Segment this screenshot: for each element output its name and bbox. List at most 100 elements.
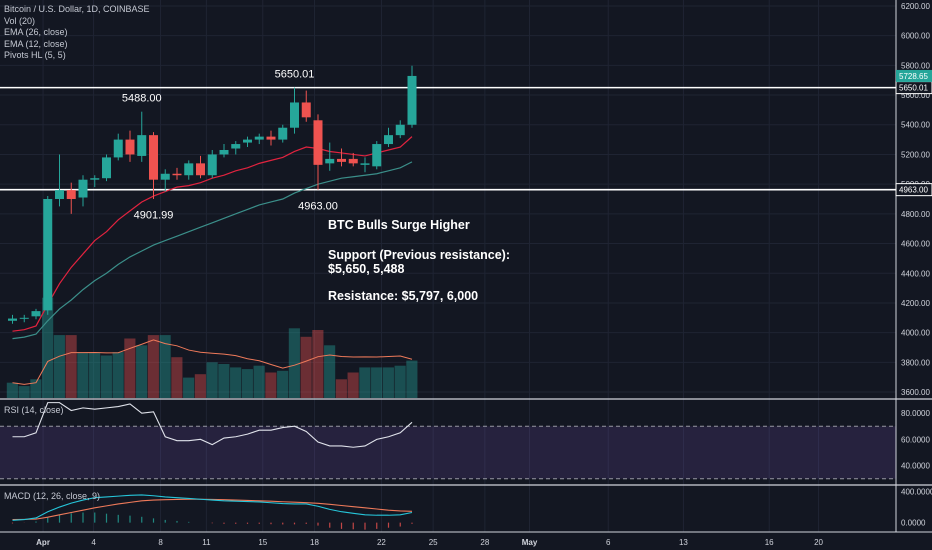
rsi-line [12,402,413,448]
rsi-tick-label: 80.0000 [901,409,930,418]
volume-bar [136,345,148,398]
price-tick-label: 3800.00 [901,358,930,367]
volume-bar [359,367,371,398]
time-tick-label: Apr [36,538,50,547]
level-axis-label: 5650.01 [899,84,928,93]
candle-body [55,190,64,199]
candle-body [290,102,299,128]
candle [172,167,182,180]
time-tick-label: 11 [202,538,211,547]
candle [266,130,276,146]
volume-bar [265,372,277,398]
candle-body [160,173,170,180]
volume-bar [100,355,112,398]
candle-body [278,127,288,140]
candle [137,111,147,162]
candle [219,144,229,158]
candle [184,160,194,180]
price-tick-label: 5600.00 [901,91,930,100]
candle-body [219,149,229,155]
price-tick-label: 6000.00 [901,32,930,41]
candle-body [372,144,382,167]
volume-bar [394,365,406,398]
macd-tick-label: 0.0000 [901,519,926,528]
candle [313,114,323,190]
volume-bar [277,370,289,398]
time-tick-label: 18 [310,538,319,547]
last-price-label: 5728.65 [899,72,928,81]
candle-body [149,135,158,180]
pivot-label: 4901.99 [134,210,174,222]
candle-body [113,139,123,158]
grid [0,0,896,532]
price-tick-label: 6200.00 [901,2,930,11]
candle [290,87,299,134]
candle-body [184,163,194,176]
candle-body [19,317,29,319]
rsi-tick-label: 40.0000 [901,462,930,471]
volume-bar [65,335,77,398]
candle-body [172,173,182,176]
pivot-label: 5650.01 [275,69,315,81]
candle [102,154,111,182]
candle-body [196,163,205,176]
volume-bar [324,345,336,398]
candle [196,155,205,179]
price-tick-label: 5400.00 [901,121,930,130]
candle-body [43,199,53,311]
candle [231,141,241,155]
time-tick-label: 4 [91,538,96,547]
candle-body [266,136,276,140]
volume-bar [159,335,171,398]
macd-tick-label: 400.0000 [901,487,932,496]
candle-body [313,120,323,165]
candle-body [395,124,405,136]
candle-body [31,311,41,317]
candle [278,124,288,143]
annotation-support-values: $5,650, 5,488 [328,262,405,276]
price-tick-label: 5200.00 [901,150,930,159]
candle [113,133,123,161]
volume-bar [371,367,383,398]
price-tick-label: 4800.00 [901,210,930,219]
price-tick-label: 3600.00 [901,388,930,397]
candle [160,169,170,192]
candle [384,127,393,148]
candle [360,157,370,173]
candle [395,120,405,139]
level-axis-label: 4963.00 [899,186,928,195]
candles [8,65,417,324]
volume-bar [124,338,136,398]
volume-bar [18,386,30,398]
candle [348,152,358,167]
candle [8,314,17,324]
rsi-pane-label: RSI (14, close) [4,405,64,415]
volume-bar [89,352,101,398]
time-tick-label: May [522,538,538,547]
candle [19,314,29,323]
volume-bar [53,335,65,398]
candle-body [207,154,217,176]
candle-body [407,75,417,125]
price-tick-label: 4200.00 [901,299,930,308]
candle-body [325,158,335,164]
volume-bar [112,352,124,398]
volume-bar [42,297,54,398]
annotation-resistance: Resistance: $5,797, 6,000 [328,289,479,303]
volume-bar [147,335,159,398]
indicator-ema12: EMA (12, close) [4,38,68,49]
candle [125,130,135,162]
volume-bar [312,330,324,398]
volume-bar [335,379,347,398]
last-price-box [896,69,932,82]
candle-body [243,139,252,143]
candle-body [348,158,358,164]
time-tick-label: 28 [480,538,489,547]
candle [254,133,264,145]
candle-body [384,135,393,145]
volume-bar [194,374,206,398]
pivot-label: 4963.00 [298,201,338,213]
candle-body [90,178,100,180]
candle [55,154,64,207]
